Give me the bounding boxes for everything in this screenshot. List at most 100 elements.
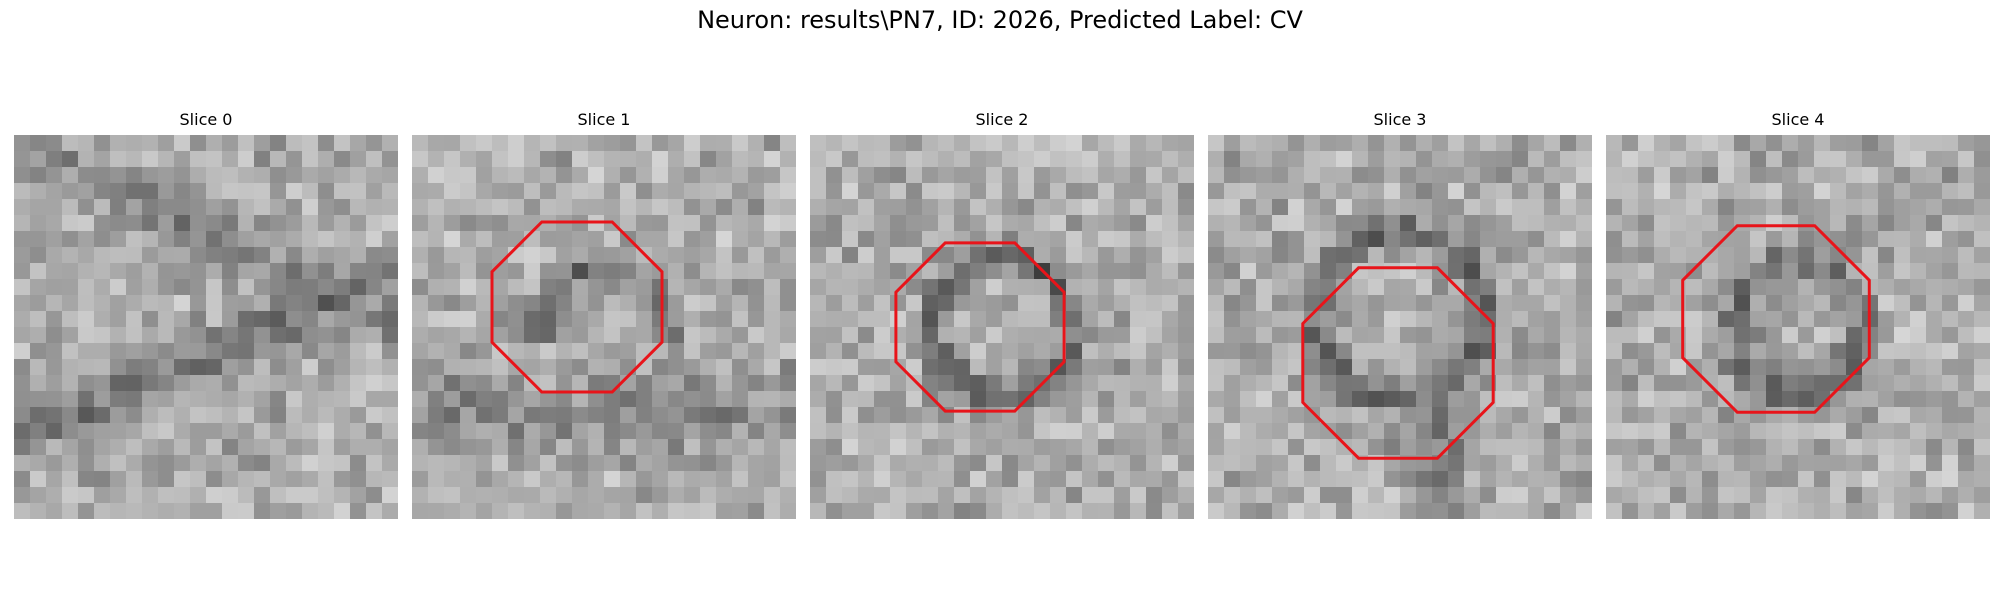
image-pixel <box>922 471 938 487</box>
image-pixel <box>1336 199 1352 215</box>
image-pixel <box>1958 503 1974 519</box>
image-pixel <box>668 343 684 359</box>
image-pixel <box>1432 199 1448 215</box>
image-pixel <box>238 231 254 247</box>
image-pixel <box>1384 391 1400 407</box>
image-pixel <box>1496 327 1512 343</box>
image-pixel <box>1560 391 1576 407</box>
image-pixel <box>1782 455 1798 471</box>
image-pixel <box>174 407 190 423</box>
image-pixel <box>588 471 604 487</box>
image-pixel <box>1130 391 1146 407</box>
image-pixel <box>1432 279 1448 295</box>
image-pixel <box>1576 231 1592 247</box>
image-pixel <box>1400 231 1416 247</box>
image-pixel <box>1974 311 1990 327</box>
image-pixel <box>1018 311 1034 327</box>
image-pixel <box>78 391 94 407</box>
image-pixel <box>1974 247 1990 263</box>
image-pixel <box>14 247 30 263</box>
image-pixel <box>1018 279 1034 295</box>
image-pixel <box>1224 135 1240 151</box>
image-pixel <box>1670 391 1686 407</box>
image-pixel <box>1400 327 1416 343</box>
image-pixel <box>1734 455 1750 471</box>
image-pixel <box>1910 439 1926 455</box>
image-pixel <box>142 295 158 311</box>
image-pixel <box>1894 343 1910 359</box>
image-pixel <box>780 487 796 503</box>
image-pixel <box>780 391 796 407</box>
image-pixel <box>126 487 142 503</box>
image-pixel <box>1798 391 1814 407</box>
image-pixel <box>1750 487 1766 503</box>
image-pixel <box>1352 487 1368 503</box>
image-pixel <box>1528 295 1544 311</box>
image-pixel <box>78 375 94 391</box>
image-pixel <box>350 167 366 183</box>
image-pixel <box>1082 359 1098 375</box>
image-pixel <box>1576 407 1592 423</box>
image-pixel <box>334 151 350 167</box>
image-pixel <box>1862 183 1878 199</box>
image-pixel <box>1146 503 1162 519</box>
image-pixel <box>1750 263 1766 279</box>
image-pixel <box>572 407 588 423</box>
image-pixel <box>524 343 540 359</box>
image-pixel <box>286 135 302 151</box>
image-pixel <box>174 391 190 407</box>
image-pixel <box>732 471 748 487</box>
image-pixel <box>1432 471 1448 487</box>
image-pixel <box>1654 359 1670 375</box>
image-pixel <box>1878 407 1894 423</box>
image-pixel <box>764 391 780 407</box>
image-pixel <box>604 263 620 279</box>
image-pixel <box>1082 151 1098 167</box>
image-pixel <box>350 183 366 199</box>
image-pixel <box>476 391 492 407</box>
image-pixel <box>1098 359 1114 375</box>
image-pixel <box>206 439 222 455</box>
image-pixel <box>668 215 684 231</box>
image-pixel <box>1560 231 1576 247</box>
image-pixel <box>1750 279 1766 295</box>
image-pixel <box>1926 199 1942 215</box>
image-pixel <box>1146 407 1162 423</box>
image-pixel <box>684 231 700 247</box>
image-pixel <box>1958 167 1974 183</box>
image-pixel <box>556 279 572 295</box>
image-pixel <box>716 215 732 231</box>
image-pixel <box>366 423 382 439</box>
image-pixel <box>1926 263 1942 279</box>
image-pixel <box>1686 487 1702 503</box>
image-pixel <box>1974 343 1990 359</box>
image-pixel <box>636 151 652 167</box>
image-pixel <box>1654 455 1670 471</box>
image-pixel <box>1622 279 1638 295</box>
image-pixel <box>1894 455 1910 471</box>
image-pixel <box>636 503 652 519</box>
image-pixel <box>1082 295 1098 311</box>
image-pixel <box>1846 503 1862 519</box>
image-pixel <box>318 199 334 215</box>
image-pixel <box>1400 471 1416 487</box>
image-pixel <box>412 151 428 167</box>
image-pixel <box>668 375 684 391</box>
image-pixel <box>1224 375 1240 391</box>
image-pixel <box>1686 215 1702 231</box>
image-pixel <box>222 503 238 519</box>
image-pixel <box>1798 183 1814 199</box>
image-pixel <box>1734 183 1750 199</box>
image-pixel <box>334 455 350 471</box>
image-pixel <box>1256 183 1272 199</box>
image-pixel <box>1082 455 1098 471</box>
image-pixel <box>826 215 842 231</box>
image-pixel <box>78 231 94 247</box>
image-pixel <box>1974 231 1990 247</box>
image-pixel <box>1942 391 1958 407</box>
image-pixel <box>1162 199 1178 215</box>
image-pixel <box>780 327 796 343</box>
image-pixel <box>1256 375 1272 391</box>
image-pixel <box>1002 471 1018 487</box>
image-pixel <box>142 375 158 391</box>
